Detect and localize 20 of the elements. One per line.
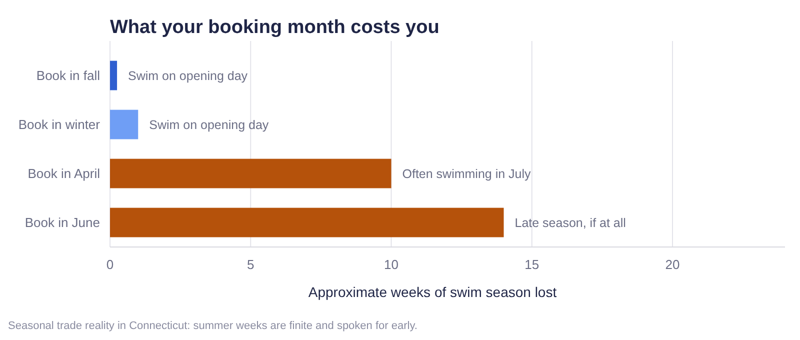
annotation: Often swimming in July xyxy=(402,166,532,181)
bar xyxy=(110,158,392,188)
y-tick-label: Book in April xyxy=(28,166,100,182)
x-tick-label: 5 xyxy=(247,257,254,272)
annotation: Late season, if at all xyxy=(514,216,626,230)
annotation: Swim on opening day xyxy=(128,68,248,83)
y-tick-label: Book in June xyxy=(24,215,100,230)
annotation: Swim on opening day xyxy=(149,118,270,132)
x-tick-label: 15 xyxy=(524,257,540,272)
y-tick-label: Book in fall xyxy=(36,68,100,84)
x-tick-label: 10 xyxy=(384,257,398,272)
text: Seasonal trade reality in Connecticut: summer weeks are finite and spoken for early. xyxy=(8,320,418,332)
x-tick-label: 20 xyxy=(665,257,680,272)
y-tick-label: Book in winter xyxy=(18,117,101,132)
x-axis-title: Approximate weeks of swim season lost xyxy=(308,284,557,300)
x-tick-label: 0 xyxy=(106,257,114,272)
chart-title: What your booking month costs you xyxy=(110,17,440,38)
bar xyxy=(110,208,504,238)
bar xyxy=(110,110,138,140)
bar xyxy=(110,60,118,90)
